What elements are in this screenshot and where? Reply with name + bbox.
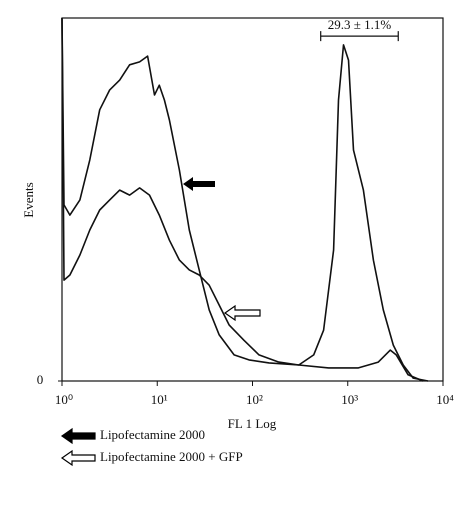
x-axis-label: FL 1 Log xyxy=(228,416,277,431)
x-tick-label: 10³ xyxy=(341,392,358,407)
x-tick-label: 10⁴ xyxy=(436,392,454,407)
annotation: 29.3 ± 1.1% xyxy=(328,17,392,32)
arrow-control xyxy=(183,177,215,191)
legend-label: Lipofectamine 2000 xyxy=(100,427,205,442)
x-tick-label: 10¹ xyxy=(151,392,168,407)
plot-frame xyxy=(61,17,444,382)
y-axis-label: Events xyxy=(21,182,36,217)
legend-label: Lipofectamine 2000 + GFP xyxy=(100,449,243,464)
y-tick-label: 0 xyxy=(37,372,44,387)
gate-bracket xyxy=(320,31,399,42)
legend-marker xyxy=(60,449,96,467)
series-line xyxy=(61,17,429,382)
x-tick-label: 10⁰ xyxy=(55,392,73,407)
legend-marker xyxy=(60,427,96,445)
series-line xyxy=(61,17,424,382)
arrow-gfp xyxy=(223,304,261,322)
x-tick-label: 10² xyxy=(246,392,263,407)
